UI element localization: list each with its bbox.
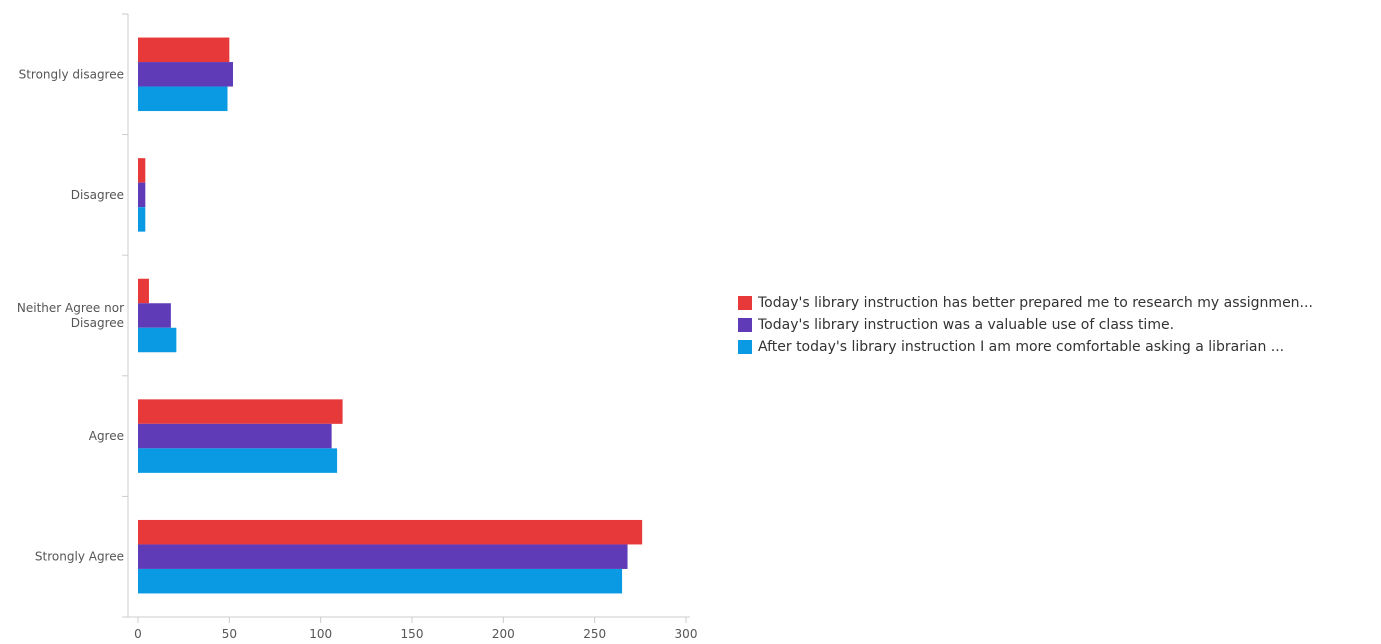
- category-label: Strongly Agree: [35, 550, 124, 564]
- bar[interactable]: [138, 37, 230, 63]
- x-tick-label: 100: [309, 627, 332, 641]
- x-tick-label: 150: [401, 627, 424, 641]
- legend-swatch: [738, 296, 752, 310]
- category-label: Disagree: [71, 188, 124, 202]
- axes: [122, 13, 690, 623]
- x-tick-label: 200: [492, 627, 515, 641]
- bars: [138, 37, 643, 594]
- legend-label: After today's library instruction I am m…: [758, 339, 1285, 355]
- x-tick-label: 0: [134, 627, 142, 641]
- bar[interactable]: [138, 544, 628, 569]
- bar[interactable]: [138, 423, 332, 449]
- bar[interactable]: [138, 519, 643, 545]
- bar[interactable]: [138, 278, 149, 304]
- bar[interactable]: [138, 207, 146, 232]
- bar[interactable]: [138, 182, 146, 208]
- category-label: Neither Agree nor Disagree: [17, 301, 124, 330]
- bar[interactable]: [138, 86, 228, 112]
- legend: Today's library instruction has better p…: [738, 292, 1378, 358]
- legend-item[interactable]: Today's library instruction has better p…: [738, 292, 1378, 314]
- legend-swatch: [738, 340, 752, 354]
- bar-chart: 0 50 100 150 200 250 300 Strongly disagree Disag…: [17, 13, 698, 641]
- labels: 0 50 100 150 200 250 300 Strongly disagree Disag…: [17, 67, 698, 641]
- bar[interactable]: [138, 158, 146, 183]
- x-tick-label: 300: [675, 627, 698, 641]
- bar[interactable]: [138, 62, 233, 87]
- legend-item[interactable]: Today's library instruction was a valuab…: [738, 314, 1378, 336]
- bar[interactable]: [138, 448, 338, 473]
- x-tick-label: 250: [583, 627, 606, 641]
- bar[interactable]: [138, 399, 343, 424]
- category-label: Strongly disagree: [19, 67, 124, 81]
- legend-label: Today's library instruction has better p…: [758, 295, 1313, 311]
- legend-item[interactable]: After today's library instruction I am m…: [738, 336, 1378, 358]
- x-tick-label: 50: [222, 627, 237, 641]
- bar[interactable]: [138, 303, 171, 328]
- bar[interactable]: [138, 327, 177, 353]
- legend-swatch: [738, 318, 752, 332]
- legend-label: Today's library instruction was a valuab…: [758, 317, 1175, 333]
- category-label: Agree: [89, 429, 124, 443]
- bar[interactable]: [138, 568, 623, 594]
